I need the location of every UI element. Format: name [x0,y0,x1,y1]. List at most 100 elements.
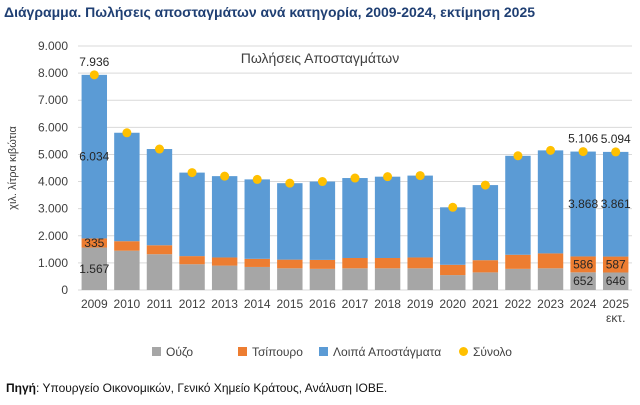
bar-segment [440,264,466,276]
bar-segment [440,207,466,265]
bar-segment [179,264,205,290]
legend-swatch [319,347,328,356]
legend-label: Ούζο [166,345,193,359]
bar-segment [309,181,336,260]
bar-segment [146,254,173,290]
total-marker [513,151,523,161]
bar-segment [407,257,433,269]
page-title: Διάγραμμα. Πωλήσεις αποσταγμάτων ανά κατ… [4,4,536,20]
x-tick-label: 2018 [374,297,401,311]
bar-segment [81,74,108,239]
bar-segment [244,266,270,290]
total-marker [350,173,360,183]
x-axis-ticks: 2009 2010 2011 2012 2013 2014 2015 2016 2017 2018… [81,297,629,325]
bar-segment [309,268,336,290]
source-note: Πηγή: Υπουργείο Οικονομικών, Γενικό Χημε… [6,381,387,395]
bar-segment [407,268,433,290]
bar-segment [374,176,401,259]
bar-segment [179,172,205,257]
bar-segment [114,241,140,251]
x-tick-label: 2016 [309,297,336,311]
bar-segment [472,185,499,261]
total-marker [220,171,230,181]
bar-segment [114,250,140,290]
data-label: 586 [573,257,593,271]
bar-segment [374,258,401,269]
y-tick-label: 8.000 [38,66,68,80]
y-tick-label: 9.000 [38,39,68,53]
x-tick-label: 2012 [179,297,206,311]
y-axis-ticks: 0 1.000 2.000 3.000 4.000 5.000 6.000 7.000 8.00… [38,39,68,297]
total-marker [252,174,262,184]
bar-segment [342,178,368,259]
x-tick-label: 2025 [602,297,629,311]
data-label: 587 [606,258,626,272]
legend-label: Σύνολο [473,345,512,359]
bar-segment [602,151,629,257]
bar-segment [537,253,564,269]
data-label: 3.868 [568,197,598,211]
bar-segment [146,245,173,255]
bar-segment [342,268,368,290]
x-tick-label: 2019 [407,297,434,311]
data-label: 335 [84,236,104,250]
bar-segment [602,256,629,273]
x-tick-label: 2024 [570,297,597,311]
y-tick-label: 6.000 [38,120,68,134]
bar-segment [505,254,531,269]
legend-label: Λοιπά Αποστάγματα [333,345,441,359]
data-label: 3.861 [601,197,631,211]
bar-segment [537,268,564,290]
total-marker [187,168,197,178]
bar-segment [211,265,238,290]
data-label: 6.034 [79,150,109,164]
bar-segment [81,238,108,248]
x-tick-label: 2014 [244,297,271,311]
bar-segment [537,150,564,254]
y-tick-label: 5.000 [38,147,68,161]
x-tick-label: 2021 [472,297,499,311]
sales-chart: 0 1.000 2.000 3.000 4.000 5.000 6.000 7.000 8.00… [7,39,632,359]
y-tick-label: 3.000 [38,202,68,216]
x-tick-label: 2011 [147,297,173,311]
bar-segment [146,149,173,246]
bar-segment [342,258,368,269]
x-tick-label: 2022 [505,297,532,311]
bar-segment [309,259,336,269]
total-marker [317,177,327,187]
x-tick-label: 2009 [81,297,108,311]
bar-segment [472,272,499,290]
bars-group [81,74,629,290]
bar-segment [277,259,303,269]
total-marker [89,70,99,80]
total-marker [546,145,556,155]
chart-title: Πωλήσεις Αποσταγμάτων [241,50,400,66]
bar-segment [570,151,596,257]
legend-swatch [152,347,161,356]
bar-segment [570,272,596,290]
legend-swatch [238,347,247,356]
bar-segment [472,260,499,273]
total-marker [611,147,621,157]
bar-segment [407,175,433,258]
total-marker [578,147,588,157]
bar-segment [244,179,270,259]
total-marker [154,144,164,154]
data-label: 5.094 [601,132,631,146]
total-marker [415,171,425,181]
bar-segment [440,275,466,290]
data-label: 5.106 [568,132,598,146]
bar-segment [602,272,629,290]
data-label: 652 [573,274,593,288]
bar-segment [374,268,401,290]
total-marker [285,178,295,188]
y-tick-label: 2.000 [38,229,68,243]
bar-segment [211,176,238,258]
bar-segment [81,247,108,290]
bar-segment [277,183,303,260]
x-tick-label: 2010 [114,297,141,311]
source-label: Πηγή [6,381,36,395]
y-axis-label: χιλ. λίτρα κιβώτια [7,126,19,210]
bar-segment [179,256,205,265]
bar-segment [277,268,303,290]
